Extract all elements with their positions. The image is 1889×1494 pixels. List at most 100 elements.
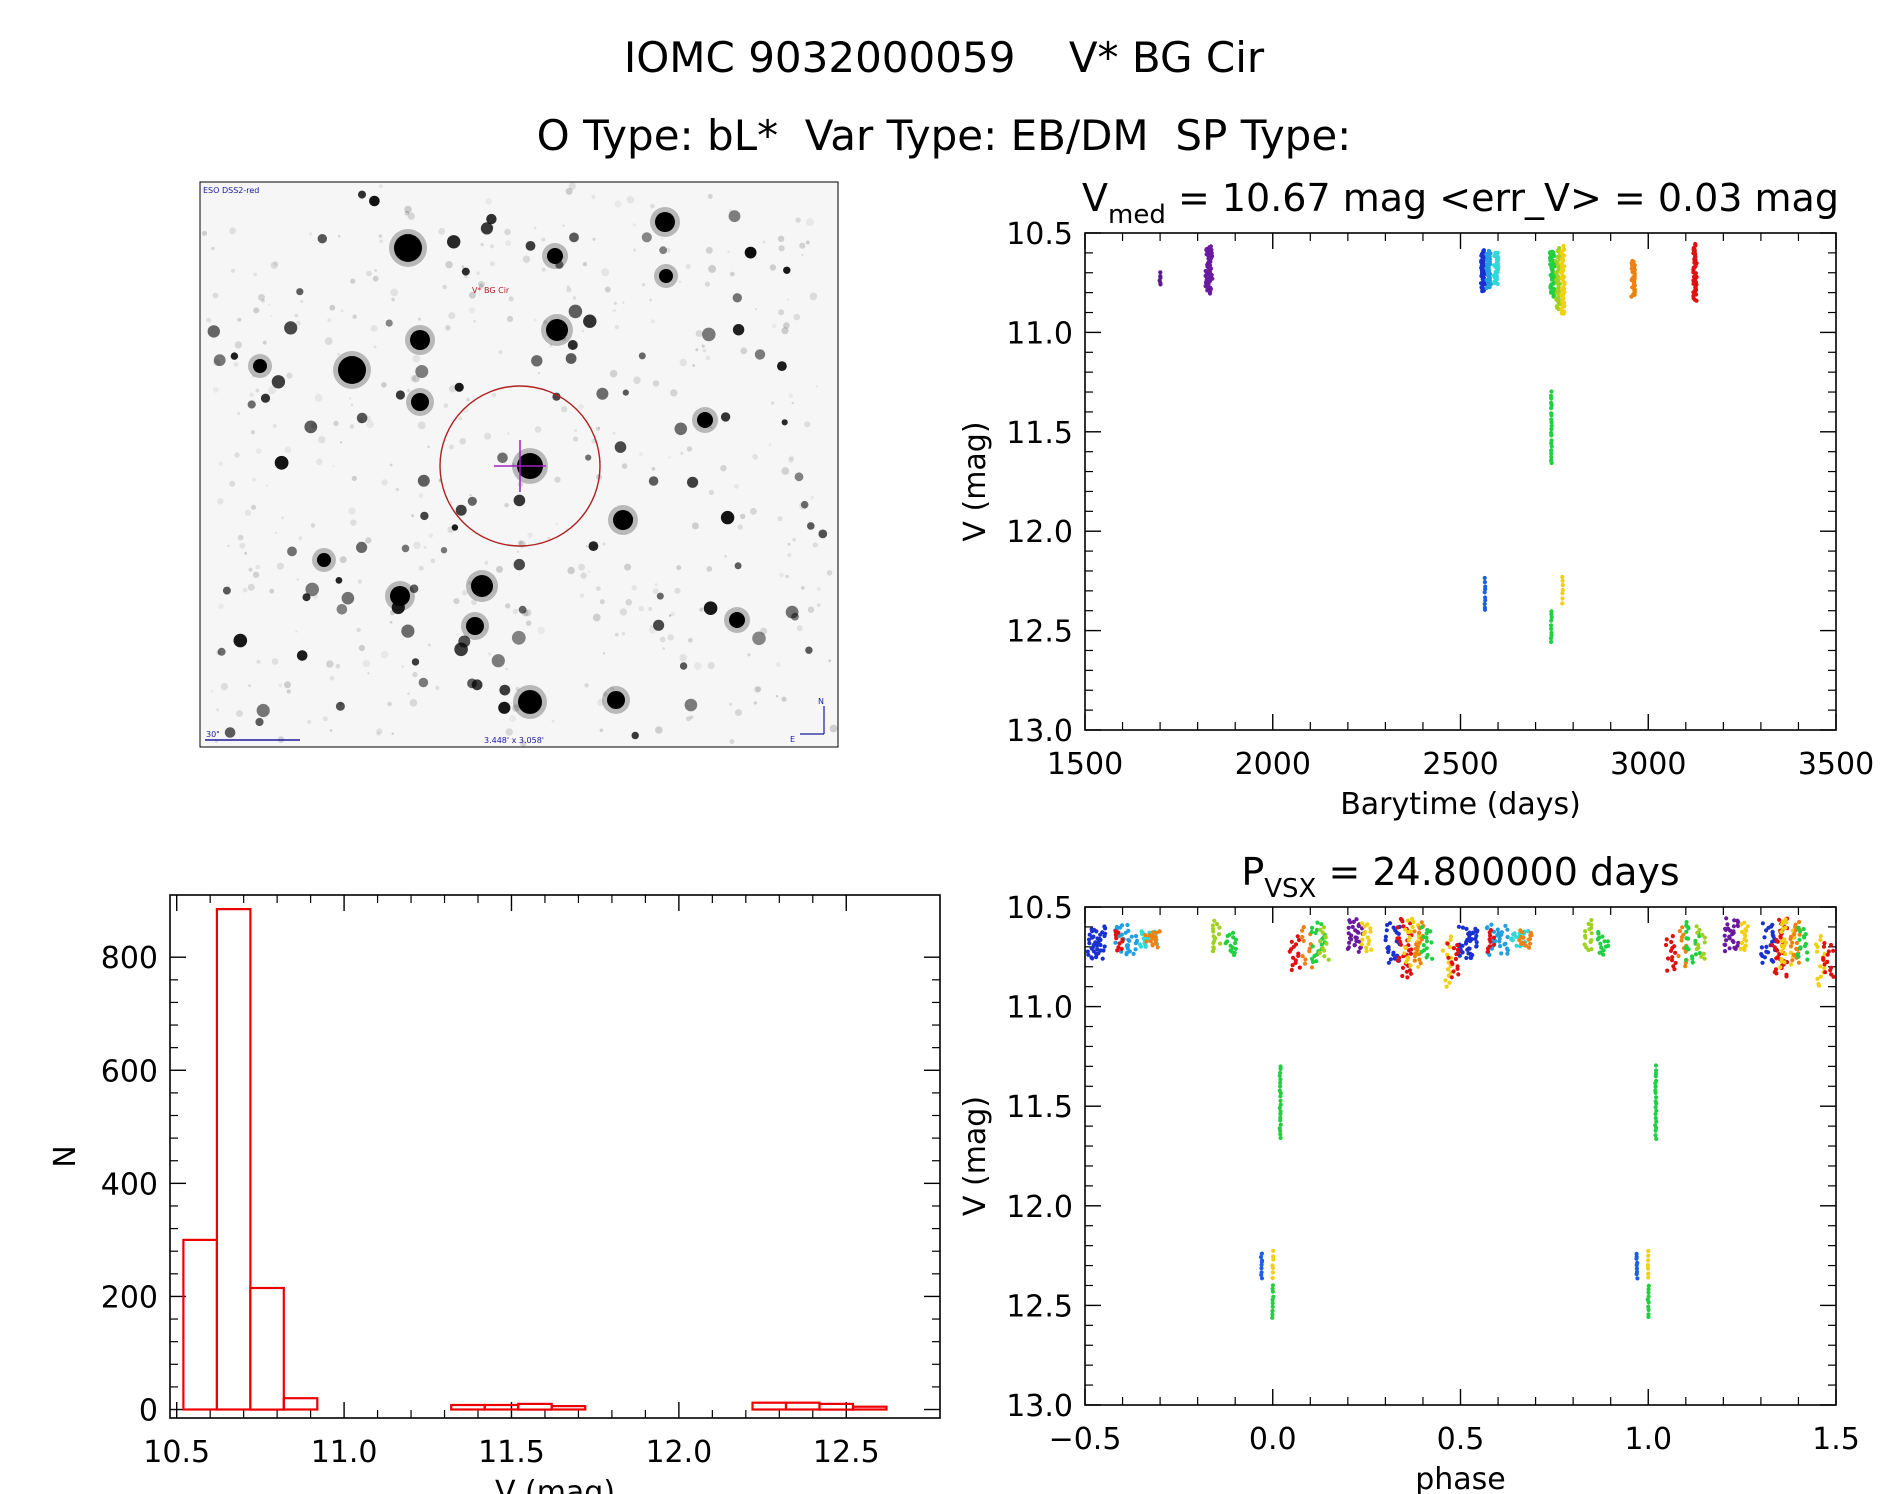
data-point — [1454, 952, 1459, 957]
data-point — [1744, 938, 1749, 943]
data-point — [1233, 941, 1238, 946]
star — [595, 586, 601, 592]
data-point — [1113, 940, 1118, 945]
data-point — [1383, 934, 1388, 939]
data-point — [1127, 938, 1132, 944]
data-point — [1694, 924, 1699, 929]
star — [307, 719, 312, 725]
data-point — [1085, 949, 1090, 954]
star — [679, 662, 688, 670]
data-point — [1356, 923, 1361, 929]
star — [390, 288, 399, 297]
data-point — [1318, 939, 1323, 944]
data-point — [1673, 960, 1678, 966]
data-point — [1410, 924, 1415, 930]
star — [252, 374, 255, 378]
data-point — [1634, 1272, 1639, 1277]
data-point — [1677, 929, 1682, 934]
data-point — [1384, 928, 1389, 933]
data-point — [1361, 932, 1366, 937]
star — [390, 586, 410, 606]
x-tick-label: 10.5 — [143, 1435, 210, 1470]
data-point — [1469, 955, 1474, 961]
star — [248, 567, 253, 572]
data-point — [1231, 952, 1237, 958]
star — [656, 592, 664, 600]
data-point — [1482, 607, 1488, 612]
data-point — [1777, 917, 1782, 922]
star — [271, 658, 279, 665]
star — [261, 299, 265, 303]
data-point — [1735, 943, 1740, 948]
data-point — [1356, 930, 1361, 935]
data-point — [1446, 960, 1451, 965]
data-point — [1278, 1102, 1283, 1107]
data-point — [1290, 963, 1295, 968]
title-subscript: med — [1108, 200, 1166, 230]
data-point — [1225, 933, 1230, 939]
data-point — [1668, 948, 1674, 954]
star — [218, 461, 223, 467]
data-point — [1484, 285, 1489, 291]
data-point — [1653, 1133, 1658, 1138]
data-point — [1526, 937, 1531, 942]
data-point — [1354, 935, 1359, 941]
data-point — [1605, 939, 1610, 944]
star — [705, 246, 713, 254]
star — [417, 421, 426, 430]
data-point — [1095, 947, 1100, 952]
star — [785, 605, 799, 619]
star — [237, 317, 242, 322]
star — [777, 235, 785, 242]
star — [685, 263, 691, 270]
star — [729, 702, 733, 706]
data-point — [1764, 944, 1769, 950]
star — [329, 675, 335, 681]
data-point — [1646, 1307, 1651, 1312]
data-point — [1352, 943, 1357, 948]
data-point — [1346, 925, 1351, 930]
star — [777, 516, 783, 522]
star — [591, 194, 596, 199]
title-text: = 24.800000 days — [1316, 850, 1679, 894]
star — [760, 627, 768, 635]
data-point — [1497, 939, 1502, 944]
histogram-bar — [450, 1403, 486, 1411]
data-point — [1693, 952, 1699, 957]
data-point — [1270, 1275, 1275, 1281]
data-point — [1258, 1254, 1264, 1260]
data-point — [1560, 596, 1565, 601]
star — [771, 323, 777, 329]
data-points — [1085, 916, 1836, 1320]
star — [491, 392, 497, 398]
star — [753, 701, 757, 705]
data-point — [1560, 574, 1565, 580]
data-point — [1654, 1101, 1659, 1106]
star — [704, 281, 711, 287]
star — [448, 385, 457, 393]
x-tick-label: 12.0 — [645, 1435, 712, 1470]
data-point — [1474, 929, 1479, 935]
star — [734, 709, 742, 717]
star — [512, 608, 519, 615]
data-point — [1364, 945, 1369, 950]
star — [812, 542, 818, 548]
data-point — [1287, 949, 1292, 954]
data-point — [1683, 949, 1688, 954]
star — [459, 438, 467, 445]
star — [691, 522, 699, 530]
x-tick-label: 0.0 — [1249, 1422, 1297, 1457]
star — [304, 420, 318, 434]
star — [747, 653, 751, 657]
data-point — [1699, 954, 1704, 959]
star — [464, 275, 468, 279]
star — [612, 308, 617, 313]
star — [314, 393, 323, 402]
data-point — [1297, 965, 1302, 970]
data-point — [1822, 941, 1827, 946]
histogram-bar — [784, 1401, 821, 1411]
star — [689, 715, 694, 720]
star — [310, 523, 316, 528]
data-point — [1790, 958, 1795, 963]
data-point — [1634, 1256, 1639, 1261]
